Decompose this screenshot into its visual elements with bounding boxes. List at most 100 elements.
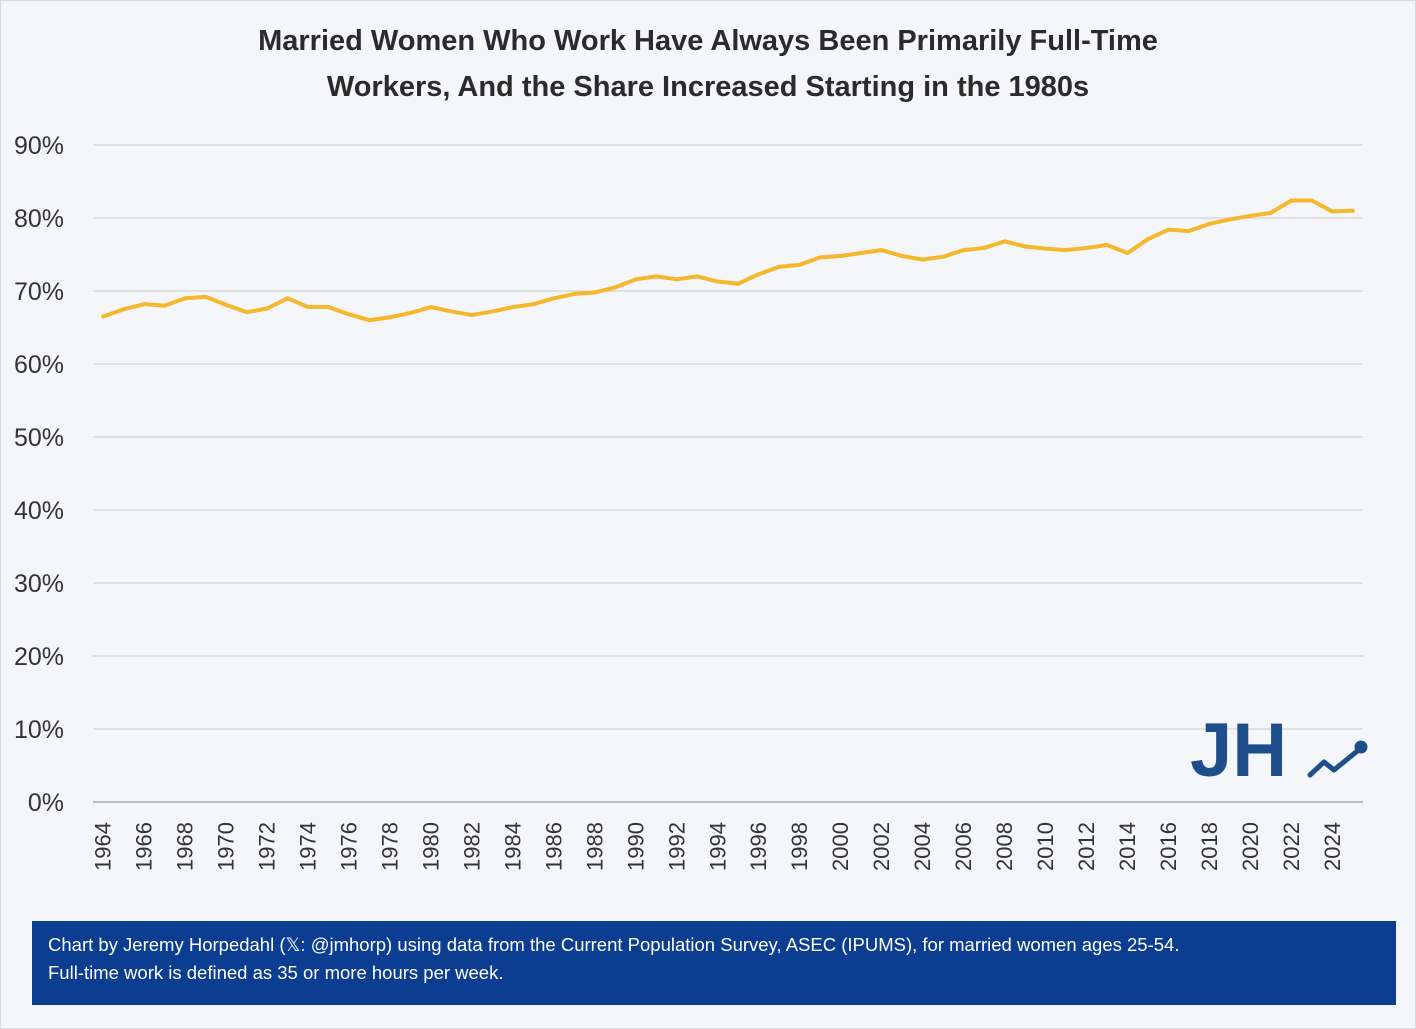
data-point bbox=[142, 302, 147, 307]
data-point bbox=[1063, 248, 1068, 253]
y-tick-label: 30% bbox=[14, 570, 64, 598]
x-tick-label: 1990 bbox=[623, 822, 648, 871]
x-tick-label: 1996 bbox=[746, 822, 771, 871]
x-tick-label: 1988 bbox=[582, 822, 607, 871]
data-point bbox=[838, 253, 843, 258]
data-point bbox=[121, 307, 126, 312]
data-point bbox=[1227, 217, 1232, 222]
x-tick-label: 1980 bbox=[418, 822, 443, 871]
x-axis-tick-labels: 1964 1966 1968 1970 1972 1974 1976 1978 1980 1982… bbox=[91, 822, 1345, 871]
logo-dot-icon bbox=[1354, 740, 1368, 754]
data-point bbox=[408, 310, 413, 315]
x-tick-label: 1998 bbox=[787, 822, 812, 871]
data-point bbox=[162, 303, 167, 308]
data-point bbox=[326, 305, 331, 310]
x-tick-label: 2020 bbox=[1238, 822, 1263, 871]
x-tick-label: 1964 bbox=[91, 822, 116, 871]
data-point bbox=[1248, 213, 1253, 218]
data-point bbox=[572, 291, 577, 296]
data-point bbox=[531, 302, 536, 307]
x-tick-label: 2016 bbox=[1156, 822, 1181, 871]
data-point bbox=[388, 315, 393, 320]
y-tick-label: 40% bbox=[14, 497, 64, 525]
data-point bbox=[674, 277, 679, 282]
data-point bbox=[428, 305, 433, 310]
data-point bbox=[756, 272, 761, 277]
data-point bbox=[1207, 221, 1212, 226]
data-point bbox=[1330, 209, 1335, 214]
y-tick-label: 10% bbox=[14, 716, 64, 744]
x-tick-label: 1984 bbox=[500, 822, 525, 871]
data-point bbox=[306, 305, 311, 310]
y-axis-tick-labels: 0% 10% 20% 30% 40% 50% 60% 70% 80% 90% bbox=[14, 132, 64, 817]
data-point bbox=[1104, 243, 1109, 248]
data-point bbox=[879, 248, 884, 253]
data-point bbox=[941, 254, 946, 259]
data-point bbox=[449, 309, 454, 314]
x-tick-label: 2022 bbox=[1279, 822, 1304, 871]
series-layer bbox=[101, 198, 1355, 323]
data-point bbox=[1043, 246, 1048, 251]
data-point bbox=[961, 248, 966, 253]
data-point bbox=[101, 314, 106, 319]
x-tick-label: 1972 bbox=[255, 822, 280, 871]
y-tick-label: 80% bbox=[14, 205, 64, 233]
data-point bbox=[367, 318, 372, 323]
data-point bbox=[1023, 244, 1028, 249]
chart-title-line-2: Workers, And the Share Increased Startin… bbox=[326, 71, 1090, 103]
data-point bbox=[183, 296, 188, 301]
data-point bbox=[859, 251, 864, 256]
data-point bbox=[900, 253, 905, 258]
caption-line-2: Full-time work is defined as 35 or more … bbox=[48, 962, 504, 983]
data-point bbox=[224, 302, 229, 307]
data-point bbox=[490, 309, 495, 314]
gridlines bbox=[93, 144, 1363, 803]
data-point bbox=[633, 277, 638, 282]
x-tick-label: 1982 bbox=[459, 822, 484, 871]
line-chart: 0%10%20%30%40%50%60%70%80%90% 1964 1966 19… bbox=[14, 132, 1368, 871]
chart-title-line-1: Married Women Who Work Have Always Been … bbox=[258, 25, 1158, 57]
y-tick-label: 50% bbox=[14, 424, 64, 452]
data-point bbox=[1002, 239, 1007, 244]
data-point bbox=[1166, 227, 1171, 232]
data-point bbox=[982, 245, 987, 250]
data-point bbox=[592, 290, 597, 295]
x-tick-label: 2008 bbox=[992, 822, 1017, 871]
caption-box: Chart by Jeremy Horpedahl (𝕏: @jmhorp) u… bbox=[32, 921, 1396, 1005]
data-point bbox=[551, 296, 556, 301]
x-tick-label: 1970 bbox=[214, 822, 239, 871]
data-point bbox=[920, 257, 925, 262]
x-tick-label: 1986 bbox=[541, 822, 566, 871]
x-tick-label: 2010 bbox=[1033, 822, 1058, 871]
data-point bbox=[797, 262, 802, 267]
jh-logo: JH bbox=[1190, 708, 1368, 793]
x-tick-label: 2004 bbox=[910, 822, 935, 871]
caption-line-1: Chart by Jeremy Horpedahl (𝕏: @jmhorp) u… bbox=[48, 934, 1180, 955]
data-point bbox=[265, 306, 270, 311]
data-point bbox=[818, 255, 823, 260]
data-point bbox=[736, 281, 741, 286]
data-point bbox=[1309, 198, 1314, 203]
data-point bbox=[654, 274, 659, 279]
trend-arrow-icon bbox=[1307, 745, 1364, 778]
data-point bbox=[203, 294, 208, 299]
series-line-0 bbox=[101, 198, 1355, 323]
data-point bbox=[1125, 251, 1130, 256]
x-tick-label: 1978 bbox=[378, 822, 403, 871]
x-tick-label: 2012 bbox=[1074, 822, 1099, 871]
data-point bbox=[715, 279, 720, 284]
x-tick-label: 2000 bbox=[828, 822, 853, 871]
x-tick-label: 1994 bbox=[705, 822, 730, 871]
data-point bbox=[1145, 237, 1150, 242]
data-point bbox=[1350, 208, 1355, 213]
x-tick-label: 1976 bbox=[337, 822, 362, 871]
x-tick-label: 2024 bbox=[1320, 822, 1345, 871]
data-point bbox=[1289, 198, 1294, 203]
x-tick-label: 1992 bbox=[664, 822, 689, 871]
x-tick-label: 1974 bbox=[296, 822, 321, 871]
data-point bbox=[510, 305, 515, 310]
data-point bbox=[1186, 229, 1191, 234]
data-point bbox=[347, 312, 352, 317]
y-tick-label: 0% bbox=[28, 789, 64, 817]
